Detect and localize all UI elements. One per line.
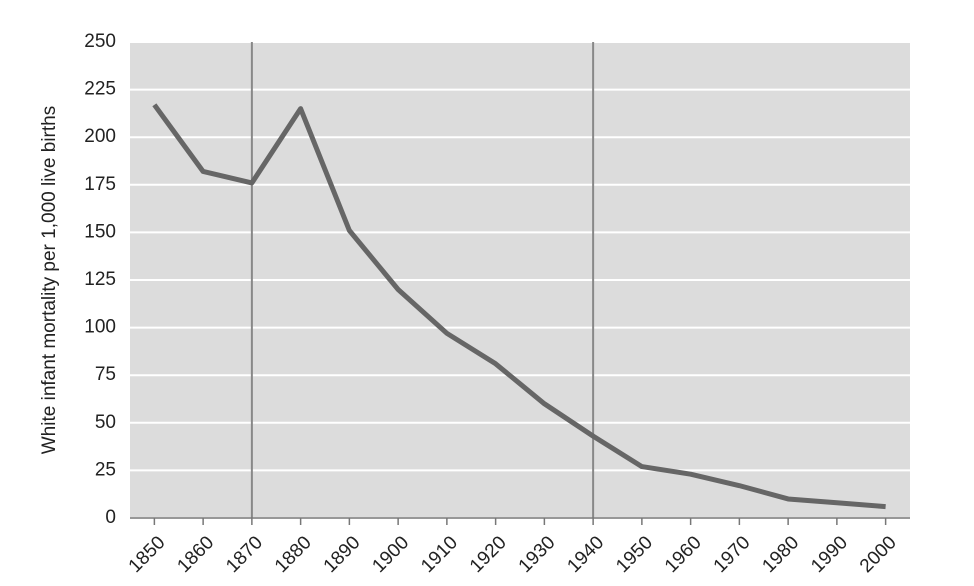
y-tick-label: 50 bbox=[95, 412, 116, 433]
x-tick-label: 1890 bbox=[320, 532, 365, 577]
x-tick-label: 1930 bbox=[515, 532, 560, 577]
y-tick-label: 125 bbox=[84, 269, 116, 290]
x-tick-label: 1860 bbox=[173, 532, 218, 577]
x-tick-label: 2000 bbox=[856, 532, 901, 577]
x-tick-label: 1970 bbox=[710, 532, 755, 577]
y-tick-label: 100 bbox=[84, 317, 116, 338]
x-tick-label: 1980 bbox=[758, 532, 803, 577]
data-line bbox=[152, 103, 886, 510]
y-tick-label: 25 bbox=[95, 459, 116, 480]
x-tick-label: 1960 bbox=[661, 532, 706, 577]
x-tick-label: 1900 bbox=[368, 532, 413, 577]
x-tick-label: 1870 bbox=[222, 532, 267, 577]
x-tick-label: 1850 bbox=[125, 532, 170, 577]
y-axis-label: White infant mortality per 1,000 live bi… bbox=[39, 106, 60, 455]
y-tick-label: 150 bbox=[84, 221, 116, 242]
y-tick-label: 250 bbox=[84, 31, 116, 52]
y-tick-label: 200 bbox=[84, 126, 116, 147]
x-tick-label: 1990 bbox=[807, 532, 852, 577]
x-tick-label: 1920 bbox=[466, 532, 511, 577]
y-tick-label: 0 bbox=[105, 507, 116, 528]
y-tick-label: 75 bbox=[95, 364, 116, 385]
x-tick-label: 1880 bbox=[271, 532, 316, 577]
x-tick-label: 1910 bbox=[417, 532, 462, 577]
y-tick-label: 175 bbox=[84, 174, 116, 195]
y-tick-label: 225 bbox=[84, 79, 116, 100]
x-tick-label: 1940 bbox=[563, 532, 608, 577]
x-tick-label: 1950 bbox=[612, 532, 657, 577]
